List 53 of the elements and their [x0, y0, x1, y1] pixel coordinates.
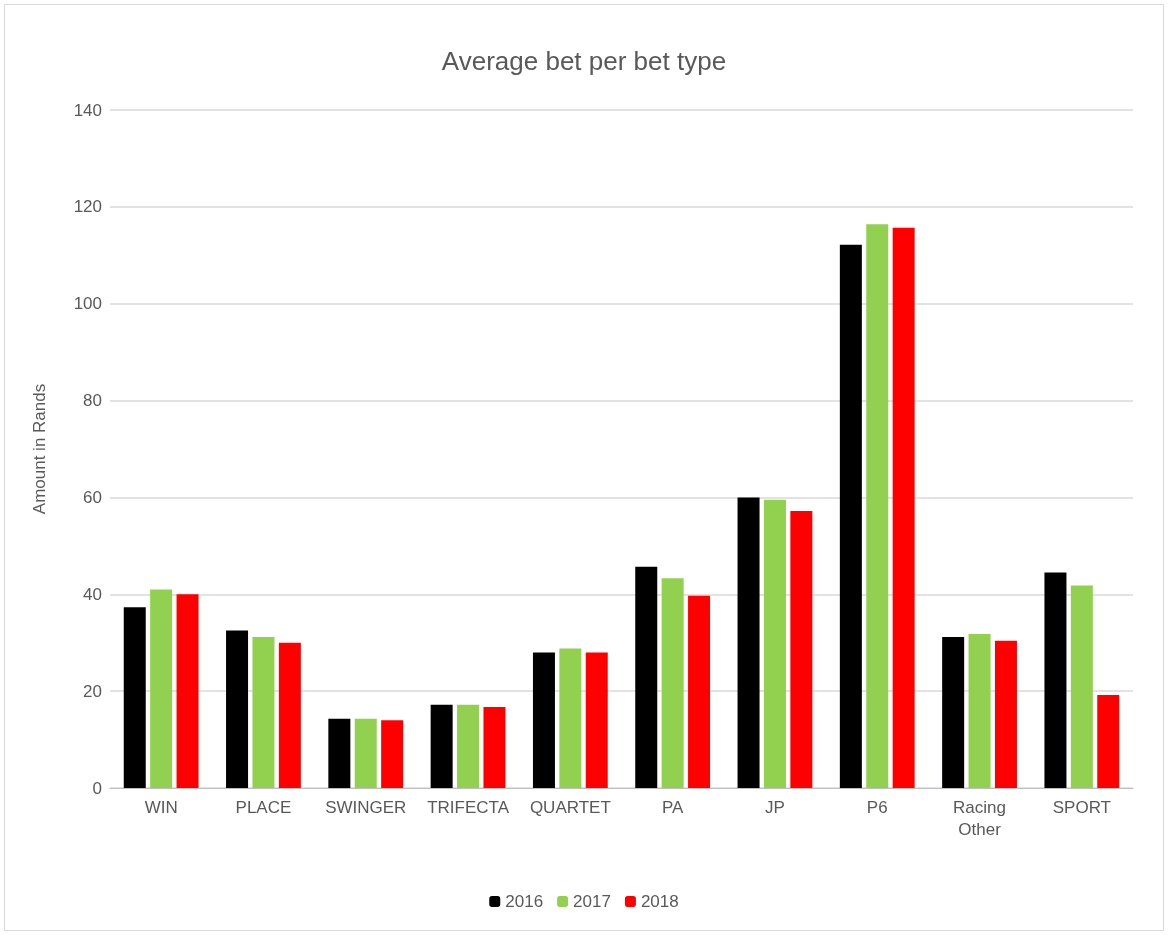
y-tick-label: 0 [92, 778, 102, 798]
y-tick-label: 80 [83, 391, 102, 411]
bar [1070, 585, 1093, 788]
y-tick-label: 40 [83, 584, 102, 604]
y-axis-title: Amount in Rands [30, 383, 49, 515]
bar [994, 640, 1017, 788]
bar [559, 648, 582, 788]
bar [457, 704, 480, 788]
bar [1044, 572, 1067, 788]
legend-label: 2018 [640, 892, 679, 911]
x-tick-label: SWINGER [325, 797, 407, 817]
chart-title: Average bet per bet type [441, 46, 727, 76]
bar [763, 499, 786, 788]
legend-label: 2017 [573, 892, 611, 911]
bar [532, 652, 555, 788]
bar [839, 244, 862, 788]
bar [252, 636, 275, 788]
bar [123, 607, 146, 788]
x-tick-label: PA [661, 797, 685, 817]
y-tick-label: 20 [83, 681, 102, 701]
bar [968, 634, 991, 788]
x-tick-label: WIN [144, 797, 178, 817]
bar [661, 578, 684, 788]
x-tick-label: JP [765, 797, 785, 817]
x-tick-label: TRIFECTA [427, 797, 510, 817]
bar [790, 510, 813, 788]
bar [737, 497, 760, 788]
x-tick-label: Racing Other [953, 797, 1007, 839]
bar [430, 704, 453, 788]
bar [688, 595, 711, 788]
bar [866, 224, 889, 788]
y-tick-label: 100 [73, 294, 102, 314]
y-tick-label: 120 [73, 197, 102, 217]
bar [1097, 695, 1120, 788]
bar [328, 718, 351, 788]
y-tick-label: 60 [83, 487, 102, 507]
x-tick-label: P6 [866, 797, 888, 817]
x-tick-label: QUARTET [529, 797, 611, 817]
bar [635, 566, 658, 788]
bar [354, 718, 377, 788]
bar [483, 707, 506, 788]
bar [278, 642, 301, 788]
bar [942, 636, 965, 788]
bar [226, 630, 249, 788]
bar [176, 594, 199, 788]
x-tick-label: PLACE [235, 797, 292, 817]
legend-label: 2016 [505, 892, 544, 911]
x-tick-label: SPORT [1052, 797, 1111, 817]
bar [381, 720, 404, 788]
bar [150, 589, 173, 788]
y-tick-label: 140 [73, 100, 102, 120]
bar [892, 227, 915, 788]
bar [585, 652, 608, 788]
